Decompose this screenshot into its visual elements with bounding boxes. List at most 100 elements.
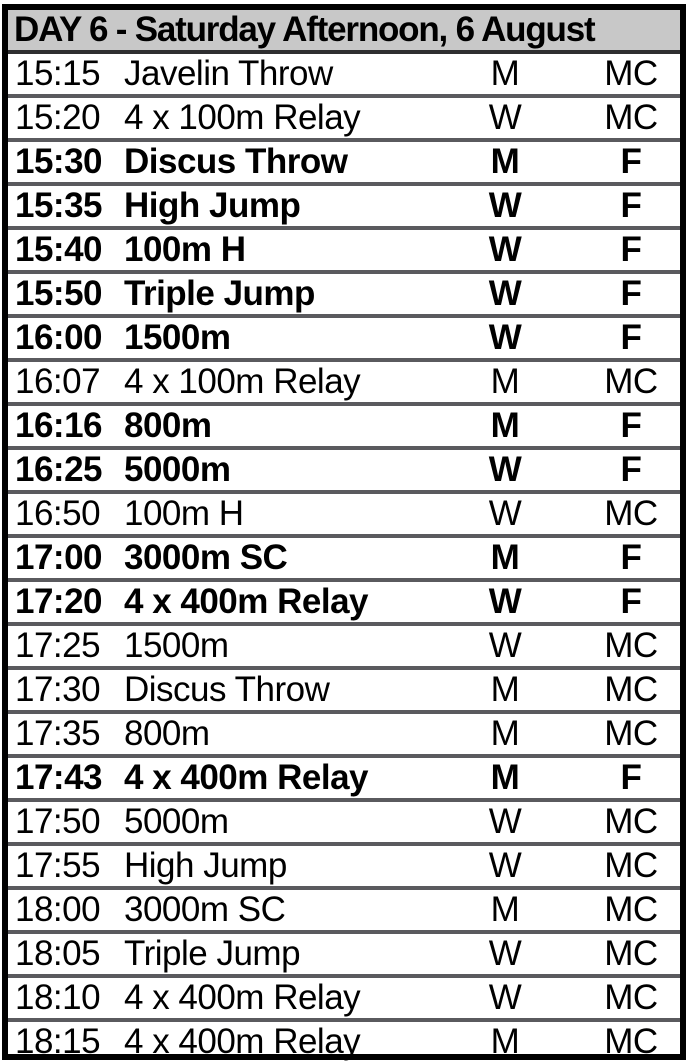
- row-event: Discus Throw: [124, 670, 330, 709]
- table-row: 18:10 4 x 400m Relay W MC: [8, 978, 680, 1022]
- row-event: Triple Jump: [124, 934, 301, 973]
- row-time: 17:25: [15, 626, 101, 665]
- table-row: 17:43 4 x 400m Relay M F: [8, 758, 680, 802]
- row-gender: M: [490, 714, 520, 753]
- row-gender: W: [488, 98, 522, 137]
- row-gender: W: [488, 978, 522, 1017]
- table-row: 16:07 4 x 100m Relay M MC: [8, 362, 680, 406]
- row-gender: W: [488, 186, 522, 225]
- row-event: Javelin Throw: [124, 54, 333, 93]
- row-gender: W: [488, 802, 522, 841]
- row-event: 3000m SC: [124, 538, 288, 577]
- row-gender: M: [490, 362, 520, 401]
- row-time: 17:20: [15, 582, 103, 621]
- table-row: 18:00 3000m SC M MC: [8, 890, 680, 934]
- row-gender: M: [490, 758, 520, 797]
- row-event: 1500m: [124, 626, 229, 665]
- table-row: 17:55 High Jump W MC: [8, 846, 680, 890]
- row-event: 800m: [124, 714, 210, 753]
- row-event: 4 x 400m Relay: [124, 758, 369, 797]
- table-row: 15:20 4 x 100m Relay W MC: [8, 98, 680, 142]
- row-time: 16:25: [15, 450, 103, 489]
- table-row: 15:35 High Jump W F: [8, 186, 680, 230]
- row-round: MC: [604, 670, 658, 709]
- row-gender: W: [488, 846, 522, 885]
- row-round: MC: [604, 978, 658, 1017]
- table-row: 17:35 800m M MC: [8, 714, 680, 758]
- row-event: 4 x 400m Relay: [124, 582, 369, 621]
- table-row: 17:20 4 x 400m Relay W F: [8, 582, 680, 626]
- row-event: 800m: [124, 406, 212, 445]
- row-time: 15:50: [15, 274, 103, 313]
- table-row: 17:50 5000m W MC: [8, 802, 680, 846]
- row-round: F: [620, 582, 642, 621]
- row-round: MC: [604, 846, 658, 885]
- row-round: F: [620, 186, 642, 225]
- row-event: 4 x 100m Relay: [124, 362, 361, 401]
- row-gender: W: [488, 934, 522, 973]
- row-gender: M: [490, 142, 520, 181]
- row-time: 16:00: [15, 318, 103, 357]
- row-time: 18:00: [15, 890, 101, 929]
- row-event: High Jump: [124, 186, 301, 225]
- table-row: 15:40 100m H W F: [8, 230, 680, 274]
- table-row: 16:16 800m M F: [8, 406, 680, 450]
- row-event: 5000m: [124, 450, 231, 489]
- row-gender: W: [488, 230, 522, 269]
- row-gender: M: [490, 406, 520, 445]
- row-gender: W: [488, 626, 522, 665]
- table-row: 18:05 Triple Jump W MC: [8, 934, 680, 978]
- row-time: 15:30: [15, 142, 103, 181]
- table-row: 15:30 Discus Throw M F: [8, 142, 680, 186]
- row-round: MC: [604, 1022, 658, 1061]
- table-row: 16:25 5000m W F: [8, 450, 680, 494]
- table-row: 16:00 1500m W F: [8, 318, 680, 362]
- row-gender: M: [490, 54, 520, 93]
- row-event: High Jump: [124, 846, 287, 885]
- row-gender: M: [490, 538, 520, 577]
- row-round: MC: [604, 98, 658, 137]
- row-gender: W: [488, 318, 522, 357]
- row-event: 4 x 400m Relay: [124, 978, 361, 1017]
- row-time: 18:10: [15, 978, 101, 1017]
- row-event: 1500m: [124, 318, 231, 357]
- row-time: 16:50: [15, 494, 101, 533]
- table-header: DAY 6 - Saturday Afternoon, 6 August: [8, 10, 680, 54]
- row-gender: W: [488, 450, 522, 489]
- row-event: 100m H: [124, 494, 244, 533]
- row-round: MC: [604, 362, 658, 401]
- row-time: 18:05: [15, 934, 101, 973]
- row-time: 17:43: [15, 758, 103, 797]
- row-round: MC: [604, 626, 658, 665]
- row-gender: M: [490, 1022, 520, 1061]
- row-time: 17:50: [15, 802, 101, 841]
- schedule-table: DAY 6 - Saturday Afternoon, 6 August 15:…: [2, 4, 686, 1062]
- row-event: 5000m: [124, 802, 229, 841]
- page-title: DAY 6 - Saturday Afternoon, 6 August: [14, 10, 596, 49]
- row-round: F: [620, 318, 642, 357]
- row-time: 16:07: [15, 362, 101, 401]
- table-row: 15:15 Javelin Throw M MC: [8, 54, 680, 98]
- row-round: MC: [604, 54, 658, 93]
- table-row: 18:15 4 x 400m Relay M MC: [8, 1022, 680, 1062]
- table-row: 16:50 100m H W MC: [8, 494, 680, 538]
- row-round: F: [620, 230, 642, 269]
- row-event: Discus Throw: [124, 142, 348, 181]
- row-gender: W: [488, 494, 522, 533]
- row-gender: M: [490, 890, 520, 929]
- row-round: F: [620, 406, 642, 445]
- row-event: 100m H: [124, 230, 246, 269]
- table-row: 17:00 3000m SC M F: [8, 538, 680, 582]
- row-event: 4 x 100m Relay: [124, 98, 361, 137]
- row-round: F: [620, 450, 642, 489]
- row-gender: M: [490, 670, 520, 709]
- row-time: 17:00: [15, 538, 103, 577]
- row-event: Triple Jump: [124, 274, 315, 313]
- row-round: MC: [604, 934, 658, 973]
- row-round: MC: [604, 494, 658, 533]
- row-event: 3000m SC: [124, 890, 286, 929]
- row-round: MC: [604, 890, 658, 929]
- row-round: F: [620, 142, 642, 181]
- row-time: 15:15: [15, 54, 101, 93]
- row-time: 15:40: [15, 230, 103, 269]
